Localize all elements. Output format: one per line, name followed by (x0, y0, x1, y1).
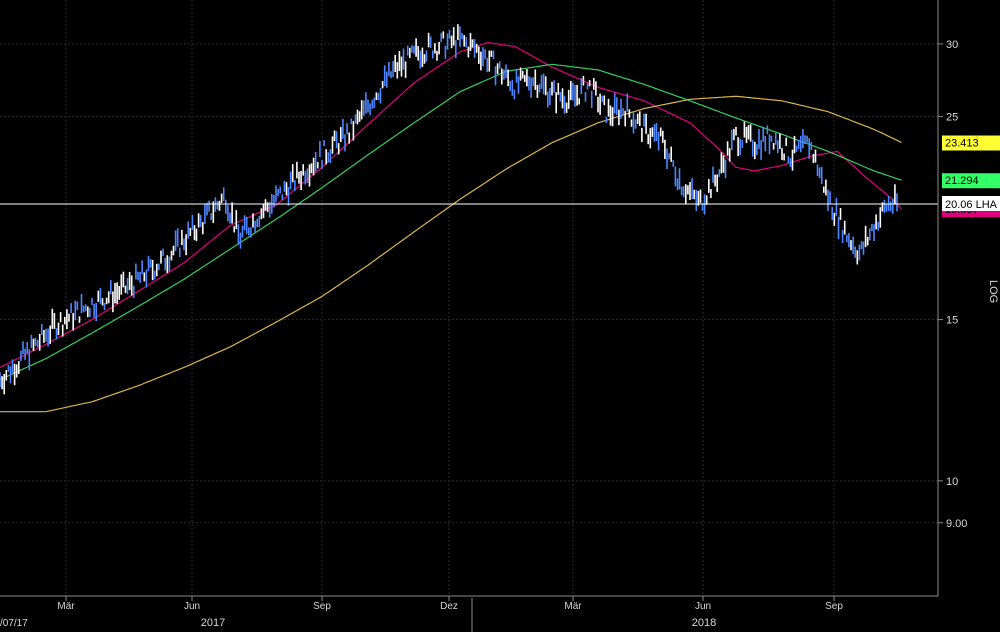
x-tick-label: Jun (184, 601, 200, 612)
reference-tag-label: 20.06 LHA (945, 199, 998, 211)
x-tick-label: Sep (825, 601, 843, 612)
reference-tag-box (942, 195, 1000, 211)
x-tick-label: Sep (313, 601, 331, 612)
x-tick-label: Mär (564, 601, 582, 612)
value-tag-box (942, 135, 1000, 151)
start-date-label: /07/17 (0, 618, 28, 629)
moving-average-line (0, 95, 902, 413)
value-tag-label: 21.294 (945, 175, 979, 187)
year-label: 2017 (201, 617, 225, 629)
year-label: 2018 (692, 617, 716, 629)
series-layer (0, 24, 903, 413)
x-tick-label: Dez (440, 601, 458, 612)
value-tag-label: 23.413 (945, 138, 979, 150)
y-tick-label: 30 (946, 39, 958, 51)
y-tick-label: 15 (946, 315, 958, 327)
grid-lines (0, 0, 938, 596)
y-tick-label: 25 (946, 111, 958, 123)
y-tick-label: 9.00 (946, 518, 967, 530)
log-scale-label: LOG (987, 280, 999, 303)
x-tick-label: Mär (57, 601, 75, 612)
value-tag-box (942, 173, 1000, 189)
x-axis-ticks: Mär Jun Sep Dez Mär Jun Sep 2017 2018 (57, 596, 843, 632)
y-axis-ticks: 30 25 15 10 9.00 (938, 39, 967, 530)
moving-average-line (0, 63, 902, 381)
y-tick-label: 10 (946, 476, 958, 488)
x-tick-label: Jun (695, 601, 711, 612)
moving-average-line (0, 41, 903, 368)
